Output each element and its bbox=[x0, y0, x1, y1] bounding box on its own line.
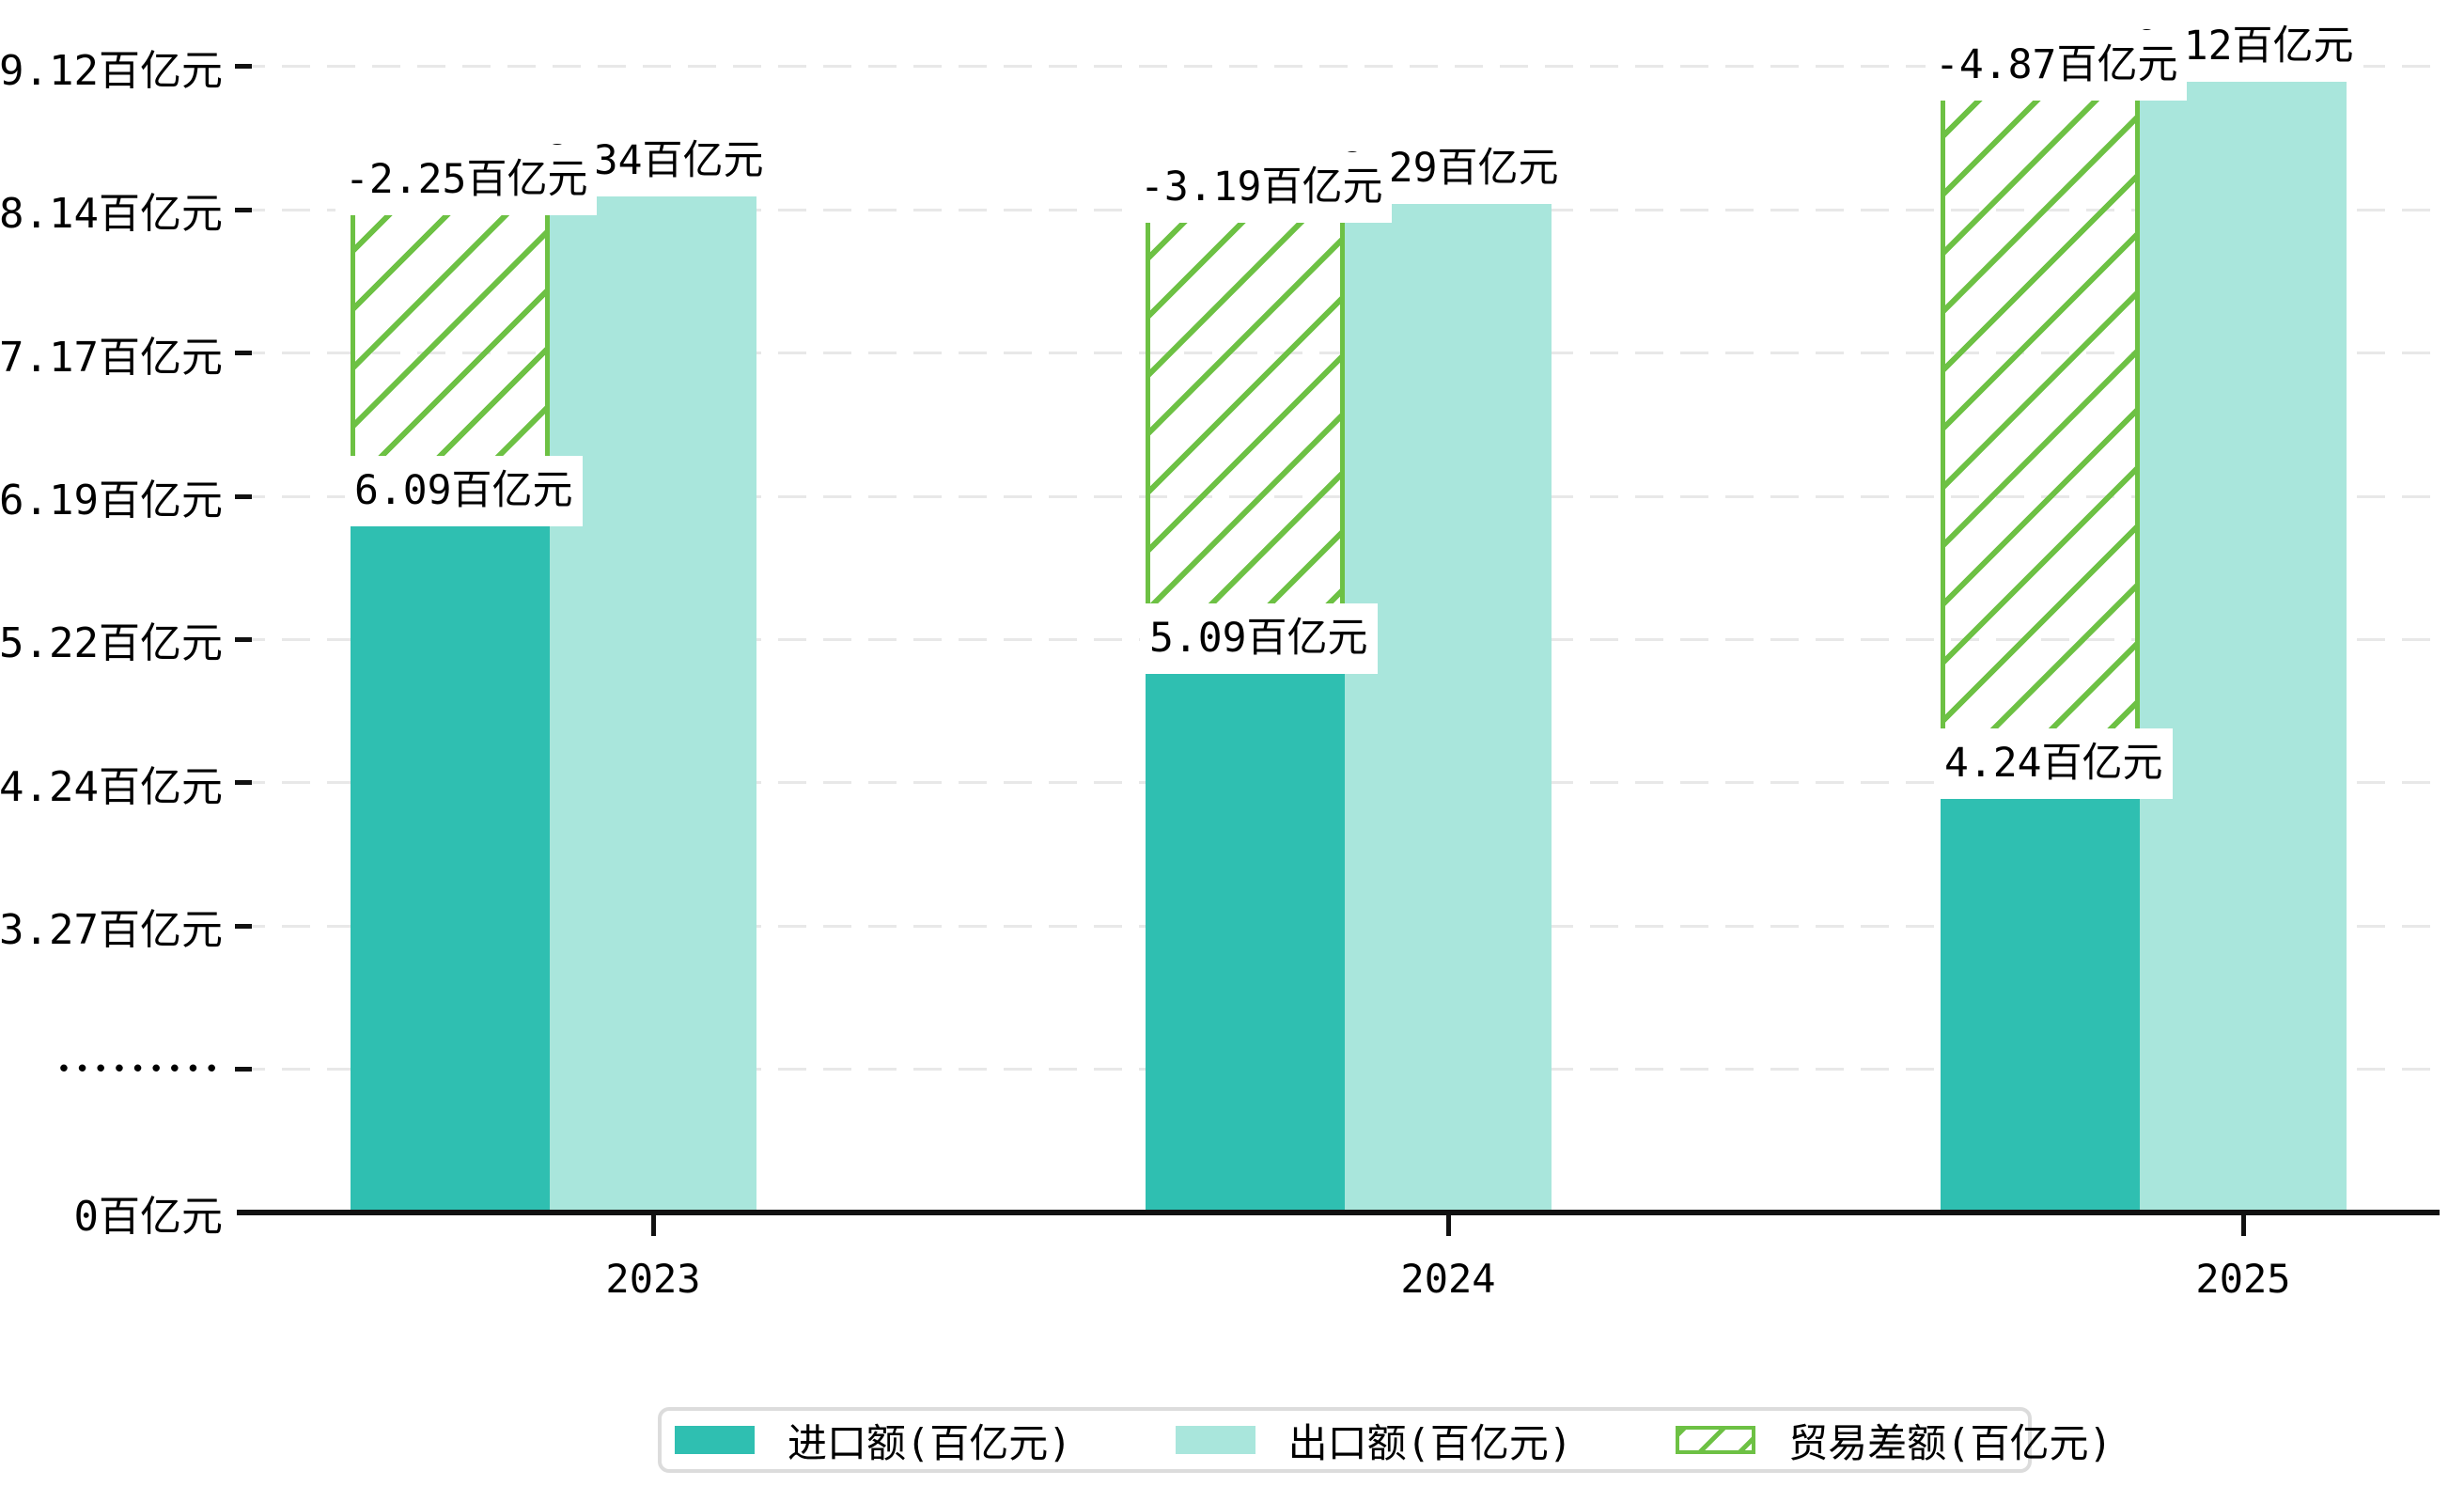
y-tick-mark bbox=[235, 351, 252, 356]
legend: 进口额(百亿元) 出口额(百亿元) 贸易差额(百亿元) bbox=[658, 1407, 2113, 1473]
y-tick-label: 5.22百亿元 bbox=[0, 619, 223, 668]
y-tick-label: 0百亿元 bbox=[73, 1193, 224, 1241]
trade-balance-value-label: -2.25百亿元 bbox=[335, 144, 598, 215]
x-axis-label-2024: 2024 bbox=[1400, 1256, 1496, 1302]
import-value-label: 5.09百亿元 bbox=[1140, 602, 1378, 674]
import-swatch-icon bbox=[675, 1426, 755, 1454]
y-tick-mark bbox=[235, 493, 252, 499]
import-bar-2024 bbox=[1146, 658, 1345, 1213]
export-bar-2025 bbox=[2140, 66, 2347, 1213]
x-tick-mark bbox=[1446, 1215, 1451, 1236]
x-tick-mark bbox=[651, 1215, 656, 1236]
import-bar-2023 bbox=[351, 511, 550, 1213]
trade-balance-swatch-icon bbox=[1676, 1426, 1756, 1454]
legend-label-trade-balance: 贸易差额(百亿元) bbox=[1788, 1419, 2113, 1466]
import-value-label: 6.09百亿元 bbox=[345, 456, 583, 527]
y-tick-label: 7.17百亿元 bbox=[0, 333, 223, 382]
y-tick-mark bbox=[235, 780, 252, 786]
y-tick-mark bbox=[235, 923, 252, 929]
y-tick-mark bbox=[235, 64, 252, 70]
legend-item-trade-balance: 贸易差额(百亿元) bbox=[1676, 1412, 2113, 1469]
y-tick-mark bbox=[235, 1067, 252, 1072]
x-axis-label-2023: 2023 bbox=[605, 1256, 701, 1302]
x-axis-label-2025: 2025 bbox=[2195, 1256, 2291, 1302]
y-tick-label: ••••••••• bbox=[56, 1055, 223, 1084]
y-tick-mark bbox=[235, 207, 252, 212]
y-tick-label: 9.12百亿元 bbox=[0, 46, 223, 95]
legend-item-export: 出口额(百亿元) bbox=[1175, 1412, 1573, 1469]
y-tick-label: 3.27百亿元 bbox=[0, 906, 223, 955]
legend-label-export: 出口额(百亿元) bbox=[1287, 1419, 1573, 1466]
export-bar-2024 bbox=[1345, 188, 1552, 1213]
y-tick-mark bbox=[235, 636, 252, 642]
trade-balance-bar-2024 bbox=[1146, 188, 1345, 659]
trade-balance-bar-2025 bbox=[1941, 66, 2140, 784]
import-bar-2025 bbox=[1941, 783, 2140, 1213]
trade-balance-value-label: -4.87百亿元 bbox=[1926, 29, 2188, 101]
import-value-label: 4.24百亿元 bbox=[1935, 728, 2173, 799]
x-axis-line bbox=[237, 1210, 2440, 1215]
gridline bbox=[237, 65, 2440, 69]
export-swatch-icon bbox=[1175, 1426, 1255, 1454]
export-bar-2023 bbox=[550, 180, 756, 1213]
y-tick-label: 6.19百亿元 bbox=[0, 477, 223, 524]
y-tick-label: 8.14百亿元 bbox=[0, 190, 223, 239]
legend-label-import: 进口额(百亿元) bbox=[788, 1419, 1072, 1466]
trade-balance-value-label: -3.19百亿元 bbox=[1131, 151, 1393, 223]
x-tick-mark bbox=[2241, 1215, 2246, 1236]
y-tick-label: 4.24百亿元 bbox=[0, 762, 223, 811]
legend-item-import: 进口额(百亿元) bbox=[675, 1412, 1072, 1469]
